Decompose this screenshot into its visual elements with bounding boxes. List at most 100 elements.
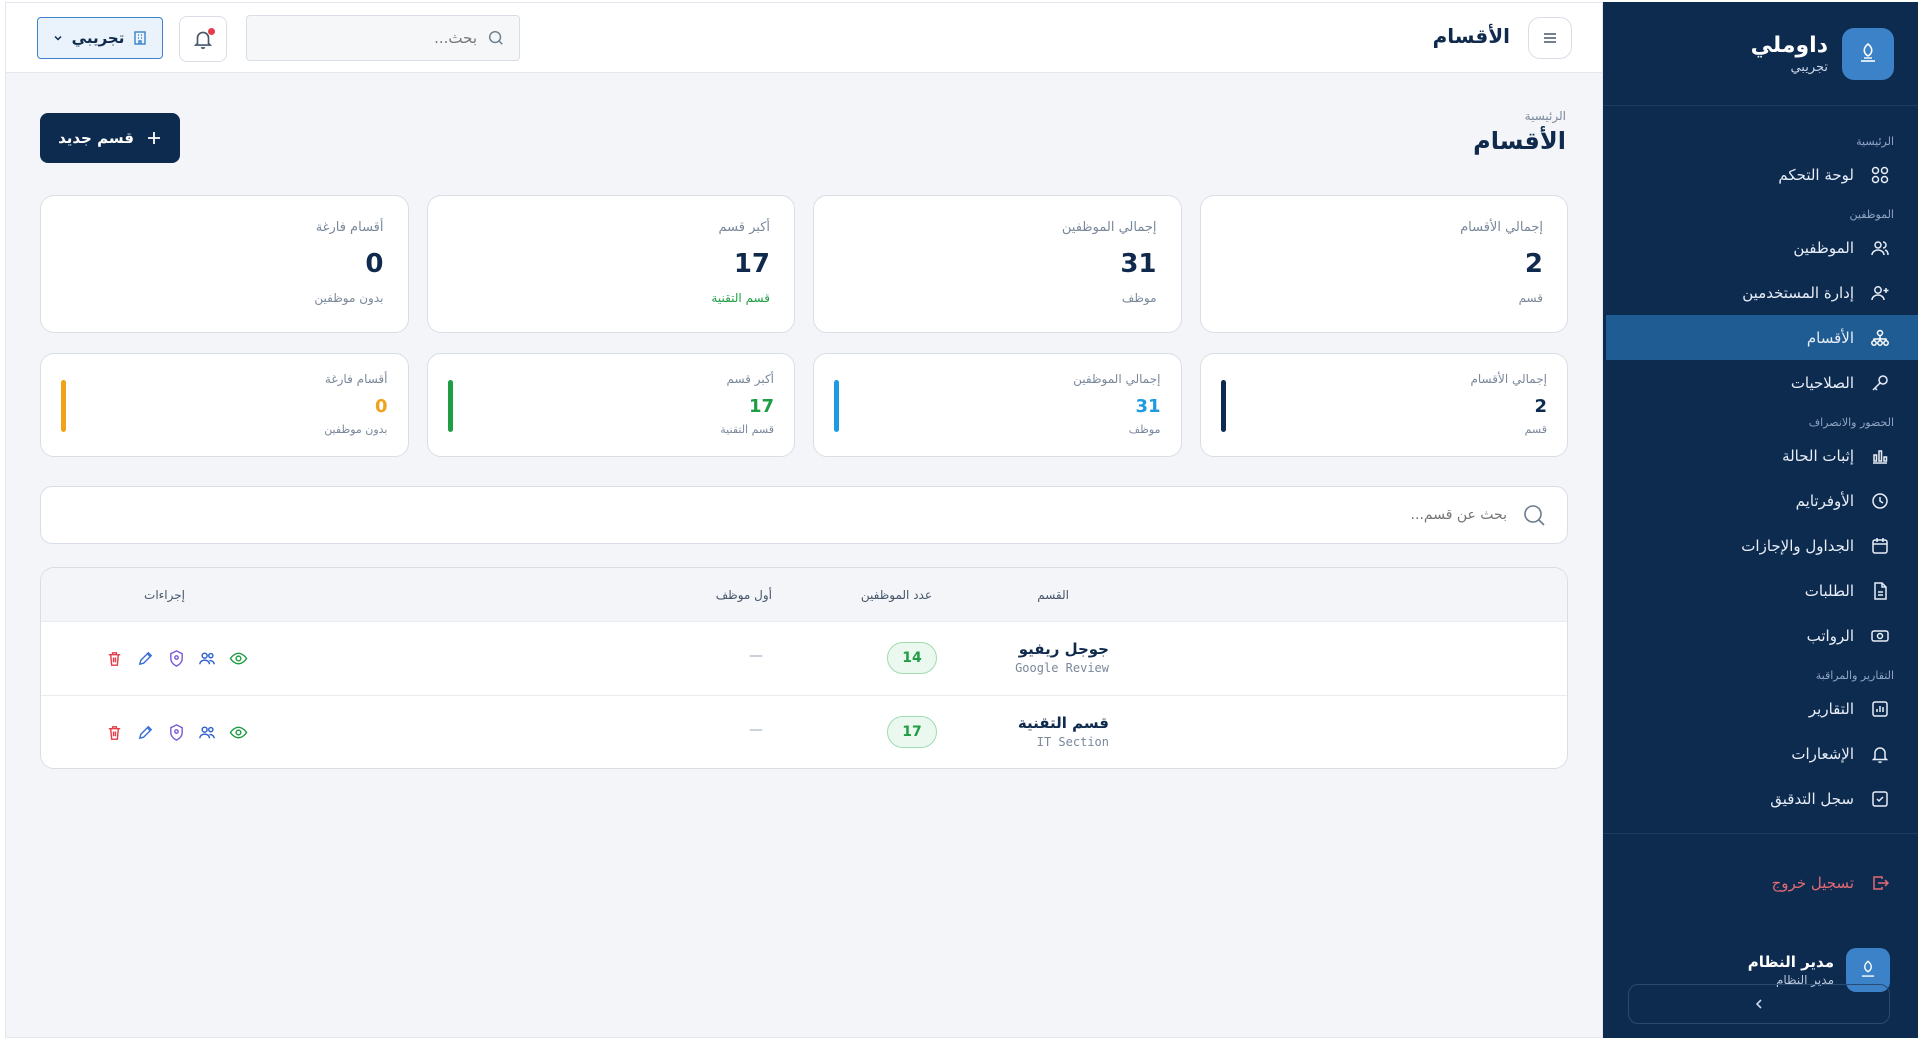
sidebar-item-users[interactable]: إدارة المستخدمين <box>1602 270 1918 315</box>
sidebar-item-departments[interactable]: الأقسام <box>1606 315 1918 360</box>
section-home: الرئيسية <box>1856 134 1894 148</box>
stat-label: إجمالي الأقسام <box>1470 372 1547 386</box>
money-icon <box>1871 629 1889 642</box>
sidebar-item-label: الجداول والإجازات <box>1741 536 1854 555</box>
sidebar-item-schedules[interactable]: الجداول والإجازات <box>1602 523 1918 568</box>
users-icon[interactable] <box>198 649 217 668</box>
table-header: القسم عدد الموظفين أول موظف إجراءات <box>41 568 1567 621</box>
hamburger-icon <box>1544 33 1556 43</box>
users-icon <box>1871 240 1889 255</box>
sidebar-item-payroll[interactable]: الرواتب <box>1602 613 1918 658</box>
sidebar-item-label: الرواتب <box>1806 626 1854 645</box>
stat-sub: بدون موظفين <box>314 291 384 305</box>
sidebar-item-dashboard[interactable]: لوحة التحكم <box>1602 152 1918 197</box>
menu-button[interactable] <box>1528 17 1572 59</box>
section-attendance: الحضور والانصراف <box>1808 415 1894 429</box>
department-search <box>40 486 1568 544</box>
brand: داوملي تجريبي <box>1602 2 1918 106</box>
plus-icon <box>147 132 160 144</box>
table-row: جوجل ريفيو Google Review 14 — <box>41 621 1567 695</box>
topbar: الأقسام تجريبي <box>6 3 1602 73</box>
mini-card-largest-department: أكبر قسم 17 قسم التقنية <box>426 353 795 457</box>
sidebar-item-status[interactable]: إثبات الحالة <box>1602 433 1918 478</box>
stat-card-empty-departments: أقسام فارغة 0 بدون موظفين <box>40 195 409 333</box>
stat-card-largest-department: أكبر قسم 17 قسم التقنية <box>426 195 795 333</box>
view-icon[interactable] <box>229 649 248 668</box>
sidebar-item-notifications[interactable]: الإشعارات <box>1602 731 1918 776</box>
stat-sub: قسم التقنية <box>711 291 770 305</box>
user-role: مدير النظام <box>1775 973 1834 987</box>
user-profile[interactable]: مدير النظام مدير النظام <box>1602 948 1918 992</box>
first-employee-cell: — <box>749 722 763 738</box>
new-department-label: قسم جديد <box>58 129 134 147</box>
org-chart-icon <box>1871 329 1889 346</box>
logout-button[interactable]: تسجيل خروج <box>1602 858 1918 908</box>
sidebar-item-label: الصلاحيات <box>1790 373 1854 392</box>
chevron-left-icon <box>1755 999 1762 1009</box>
department-search-input[interactable] <box>907 507 1507 523</box>
mini-card-total-employees: إجمالي الموظفين 31 موظف <box>813 353 1182 457</box>
search-icon <box>488 30 503 45</box>
stat-sub: بدون موظفين <box>324 423 388 436</box>
employee-count-badge: 17 <box>887 716 937 748</box>
departments-table: القسم عدد الموظفين أول موظف إجراءات جوجل… <box>40 567 1568 769</box>
search-input[interactable] <box>277 29 477 47</box>
stat-sub: قسم التقنية <box>720 423 774 436</box>
sidebar-item-audit[interactable]: سجل التدقيق <box>1602 776 1918 821</box>
delete-icon[interactable] <box>105 723 124 742</box>
notifications-button[interactable] <box>179 16 227 62</box>
sidebar-item-overtime[interactable]: الأوفرتايم <box>1602 478 1918 523</box>
stat-value: 2 <box>1534 396 1547 417</box>
shield-icon[interactable] <box>167 723 186 742</box>
stat-sub: موظف <box>1128 423 1161 436</box>
sidebar-item-permissions[interactable]: الصلاحيات <box>1602 360 1918 405</box>
company-switcher[interactable]: تجريبي <box>37 17 163 59</box>
user-plus-icon <box>1871 285 1889 300</box>
stat-label: إجمالي الأقسام <box>1460 220 1543 235</box>
stat-value: 0 <box>374 396 388 417</box>
sidebar-item-label: الأقسام <box>1806 328 1854 347</box>
sidebar-item-label: الموظفين <box>1793 238 1854 257</box>
page-title: الأقسام <box>1473 127 1566 155</box>
user-name: مدير النظام <box>1747 953 1834 971</box>
edit-icon[interactable] <box>136 649 155 668</box>
sidebar-item-label: إدارة المستخدمين <box>1742 283 1854 302</box>
document-icon <box>1874 581 1887 600</box>
delete-icon[interactable] <box>105 649 124 668</box>
department-name[interactable]: قسم التقنية <box>1017 714 1109 732</box>
bell-icon <box>1871 746 1889 763</box>
sidebar-item-label: لوحة التحكم <box>1778 165 1854 184</box>
logout-icon <box>1873 876 1890 890</box>
section-reports: التقارير والمراقبة <box>1815 668 1894 682</box>
mini-card-empty-departments: أقسام فارغة 0 بدون موظفين <box>40 353 409 457</box>
department-name[interactable]: جوجل ريفيو <box>1018 640 1109 658</box>
column-header-employee-count: عدد الموظفين <box>860 588 932 602</box>
sidebar-item-reports[interactable]: التقارير <box>1602 686 1918 731</box>
accent-bar <box>834 380 839 432</box>
page-header: الرئيسية الأقسام <box>1473 109 1566 155</box>
edit-icon[interactable] <box>136 723 155 742</box>
sidebar-item-employees[interactable]: الموظفين <box>1602 225 1918 270</box>
first-employee-cell: — <box>749 648 763 664</box>
calendar-icon <box>1872 537 1888 554</box>
mini-card-total-departments: إجمالي الأقسام 2 قسم <box>1199 353 1568 457</box>
stat-value: 2 <box>1524 249 1543 279</box>
accent-bar <box>61 380 66 432</box>
sidebar: داوملي تجريبي الرئيسية لوحة التحكم الموظ… <box>1602 2 1918 1038</box>
sidebar-item-requests[interactable]: الطلبات <box>1602 568 1918 613</box>
view-icon[interactable] <box>229 723 248 742</box>
row-actions <box>105 723 248 742</box>
users-icon[interactable] <box>198 723 217 742</box>
stat-card-total-employees: إجمالي الموظفين 31 موظف <box>813 195 1182 333</box>
shield-icon[interactable] <box>167 649 186 668</box>
divider <box>1602 833 1918 834</box>
collapse-sidebar-button[interactable] <box>1628 984 1890 1024</box>
new-department-button[interactable]: قسم جديد <box>40 113 180 163</box>
accent-bar <box>1220 380 1226 432</box>
breadcrumb[interactable]: الرئيسية <box>1524 109 1566 123</box>
topbar-title: الأقسام <box>1432 24 1510 48</box>
stat-label: إجمالي الموظفين <box>1061 220 1157 235</box>
sidebar-item-label: إثبات الحالة <box>1782 446 1854 465</box>
notification-badge <box>208 28 215 35</box>
company-label: تجريبي <box>71 29 125 47</box>
